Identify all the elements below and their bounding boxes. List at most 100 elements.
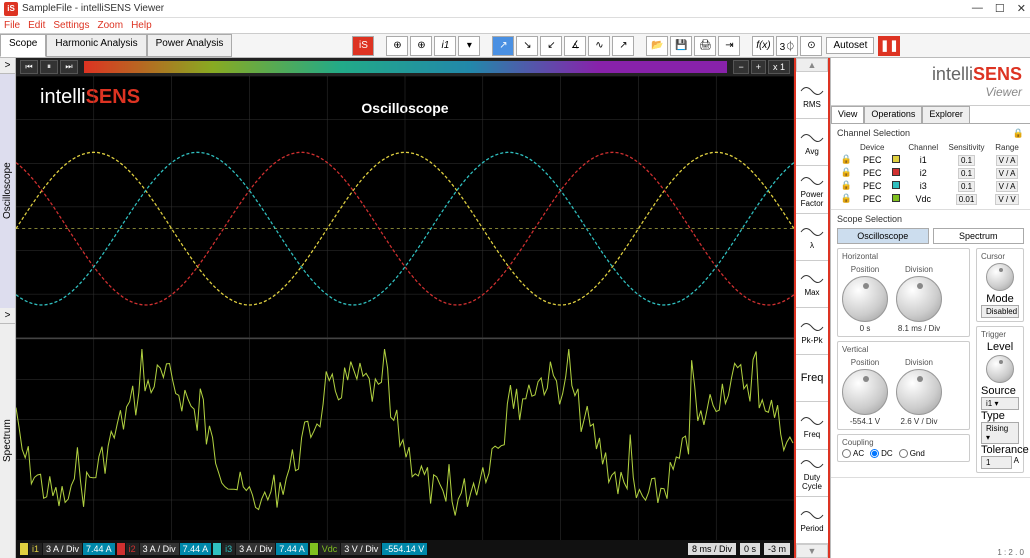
zoom-out-icon[interactable]: − bbox=[733, 60, 748, 74]
measurement-freq[interactable]: Freq bbox=[796, 355, 828, 402]
channel-selection-section: Channel Selection🔒 DeviceChannelSensitiv… bbox=[831, 124, 1030, 210]
measurement-period[interactable]: Period bbox=[796, 497, 828, 544]
measure4-icon[interactable]: ∿ bbox=[588, 36, 610, 56]
window-title: SampleFile - intelliSENS Viewer bbox=[22, 3, 164, 14]
measure1-icon[interactable]: ↘ bbox=[516, 36, 538, 56]
lock-icon[interactable]: 🔒 bbox=[1013, 128, 1024, 139]
save-icon[interactable]: 💾 bbox=[670, 36, 692, 56]
coupling-gnd[interactable]: Gnd bbox=[899, 449, 925, 458]
autoset-button[interactable]: Autoset bbox=[826, 37, 874, 54]
measurement-freq[interactable]: Freq bbox=[796, 402, 828, 449]
dropdown-icon[interactable]: ▾ bbox=[458, 36, 480, 56]
measurement-λ[interactable]: λ bbox=[796, 214, 828, 261]
measure5-icon[interactable]: ↗ bbox=[612, 36, 634, 56]
measurement-strip: ▲ RMSAvgPower FactorλMaxPk-PkFreqFreqDut… bbox=[794, 58, 830, 558]
export-icon[interactable]: ⇥ bbox=[718, 36, 740, 56]
toolbar: Scope Harmonic Analysis Power Analysis i… bbox=[0, 34, 1030, 58]
measurement-duty-cycle[interactable]: Duty Cycle bbox=[796, 450, 828, 497]
measurement-rms[interactable]: RMS bbox=[796, 72, 828, 119]
trigger-source-select[interactable]: i1 ▾ bbox=[981, 397, 1019, 410]
is-icon[interactable]: iS bbox=[352, 36, 374, 56]
measurement-pk-pk[interactable]: Pk-Pk bbox=[796, 308, 828, 355]
zoom-level: x 1 bbox=[768, 60, 790, 74]
spectrum-chart[interactable] bbox=[16, 339, 794, 540]
probe2-icon[interactable]: ⊕ bbox=[410, 36, 432, 56]
left-strip: > Oscilloscope > Spectrum bbox=[0, 58, 16, 558]
probe-icon[interactable]: ⊕ bbox=[386, 36, 408, 56]
tab-operations[interactable]: Operations bbox=[864, 106, 922, 123]
menu-edit[interactable]: Edit bbox=[28, 20, 45, 31]
tab-harmonic[interactable]: Harmonic Analysis bbox=[46, 34, 146, 57]
right-panel: intelliSENS Viewer View Operations Explo… bbox=[830, 58, 1030, 558]
cursor-group: Cursor Mode Disabled bbox=[976, 248, 1024, 322]
coupling-group: Coupling AC DC Gnd bbox=[837, 434, 970, 462]
h-position-knob[interactable] bbox=[842, 276, 888, 322]
measure2-icon[interactable]: ↙ bbox=[540, 36, 562, 56]
fx-icon[interactable]: f(x) bbox=[752, 36, 774, 56]
menubar: File Edit Settings Zoom Help bbox=[0, 18, 1030, 34]
close-icon[interactable]: ✕ bbox=[1017, 2, 1026, 15]
toggle-bot-icon[interactable]: > bbox=[0, 308, 15, 324]
trigger-level-knob[interactable] bbox=[986, 355, 1014, 383]
coupling-ac[interactable]: AC bbox=[842, 449, 864, 458]
open-icon[interactable]: 📂 bbox=[646, 36, 668, 56]
tab-power[interactable]: Power Analysis bbox=[147, 34, 233, 57]
measure3-icon[interactable]: ∡ bbox=[564, 36, 586, 56]
person-icon[interactable]: ⊙ bbox=[800, 36, 822, 56]
cursor-icon[interactable]: ↗ bbox=[492, 36, 514, 56]
cursor-mode-button[interactable]: Disabled bbox=[981, 305, 1019, 318]
cursor-knob[interactable] bbox=[986, 263, 1014, 291]
oscilloscope-button[interactable]: Oscilloscope bbox=[837, 228, 929, 244]
channel-row[interactable]: 🔒PECi10.1V / A bbox=[837, 153, 1024, 166]
forward-icon[interactable]: ⏭ bbox=[60, 60, 78, 74]
spectrum-label[interactable]: Spectrum bbox=[0, 324, 15, 558]
trigger-type-select[interactable]: Rising ▾ bbox=[981, 422, 1019, 444]
channel-badge[interactable]: Vdc3 V / Div-554.14 V bbox=[310, 543, 428, 555]
3phase-icon[interactable]: 3⏀ bbox=[776, 36, 798, 56]
channel-badge[interactable]: i23 A / Div7.44 A bbox=[117, 543, 212, 555]
timeline-bar[interactable] bbox=[84, 61, 727, 73]
print-icon[interactable]: 🖨 bbox=[694, 36, 716, 56]
trigger-group: Trigger Level Source i1 ▾ Type Rising ▾ … bbox=[976, 326, 1024, 473]
trigger-tolerance-input[interactable]: 1 bbox=[981, 456, 1012, 469]
channel-row[interactable]: 🔒PECVdc0.01V / V bbox=[837, 192, 1024, 205]
titlebar: iS SampleFile - intelliSENS Viewer — ☐ ✕ bbox=[0, 0, 1030, 18]
menu-file[interactable]: File bbox=[4, 20, 20, 31]
channel-sel-header: Channel Selection bbox=[837, 128, 910, 139]
coupling-dc[interactable]: DC bbox=[870, 449, 893, 458]
measurement-avg[interactable]: Avg bbox=[796, 119, 828, 166]
channel-badge[interactable]: i13 A / Div7.44 A bbox=[20, 543, 115, 555]
pause-button[interactable]: ❚❚ bbox=[878, 36, 900, 56]
vertical-group: Vertical Position -554.1 V Division 2.6 … bbox=[837, 341, 970, 430]
toggle-top-icon[interactable]: > bbox=[0, 58, 15, 74]
tab-scope[interactable]: Scope bbox=[0, 34, 46, 57]
rewind-icon[interactable]: ⏮ bbox=[20, 60, 38, 74]
measurement-max[interactable]: Max bbox=[796, 261, 828, 308]
channel-icon[interactable]: i1 bbox=[434, 36, 456, 56]
channel-row[interactable]: 🔒PECi30.1V / A bbox=[837, 179, 1024, 192]
oscilloscope-chart[interactable] bbox=[16, 76, 794, 339]
pause2-icon[interactable]: ⏸ bbox=[40, 60, 58, 74]
zoom-in-icon[interactable]: + bbox=[751, 60, 766, 74]
v-position-knob[interactable] bbox=[842, 369, 888, 415]
tab-view[interactable]: View bbox=[831, 106, 864, 123]
channel-row[interactable]: 🔒PECi20.1V / A bbox=[837, 166, 1024, 179]
measurement-power-factor[interactable]: Power Factor bbox=[796, 166, 828, 213]
spectrum-button[interactable]: Spectrum bbox=[933, 228, 1025, 244]
v-division-knob[interactable] bbox=[896, 369, 942, 415]
scope-sel-header: Scope Selection bbox=[837, 214, 902, 224]
meas-down-icon[interactable]: ▼ bbox=[796, 544, 828, 558]
footer-value: 8 ms / Div bbox=[688, 543, 736, 555]
channel-badge[interactable]: i33 A / Div7.44 A bbox=[213, 543, 308, 555]
menu-settings[interactable]: Settings bbox=[53, 20, 89, 31]
oscilloscope-label[interactable]: Oscilloscope bbox=[0, 74, 15, 308]
mode-tabs: Scope Harmonic Analysis Power Analysis bbox=[0, 34, 232, 57]
h-division-knob[interactable] bbox=[896, 276, 942, 322]
tab-explorer[interactable]: Explorer bbox=[922, 106, 970, 123]
maximize-icon[interactable]: ☐ bbox=[995, 2, 1005, 15]
menu-help[interactable]: Help bbox=[131, 20, 152, 31]
horizontal-group: Horizontal Position 0 s Division 8.1 ms … bbox=[837, 248, 970, 337]
menu-zoom[interactable]: Zoom bbox=[98, 20, 124, 31]
minimize-icon[interactable]: — bbox=[972, 2, 983, 15]
meas-up-icon[interactable]: ▲ bbox=[796, 58, 828, 72]
